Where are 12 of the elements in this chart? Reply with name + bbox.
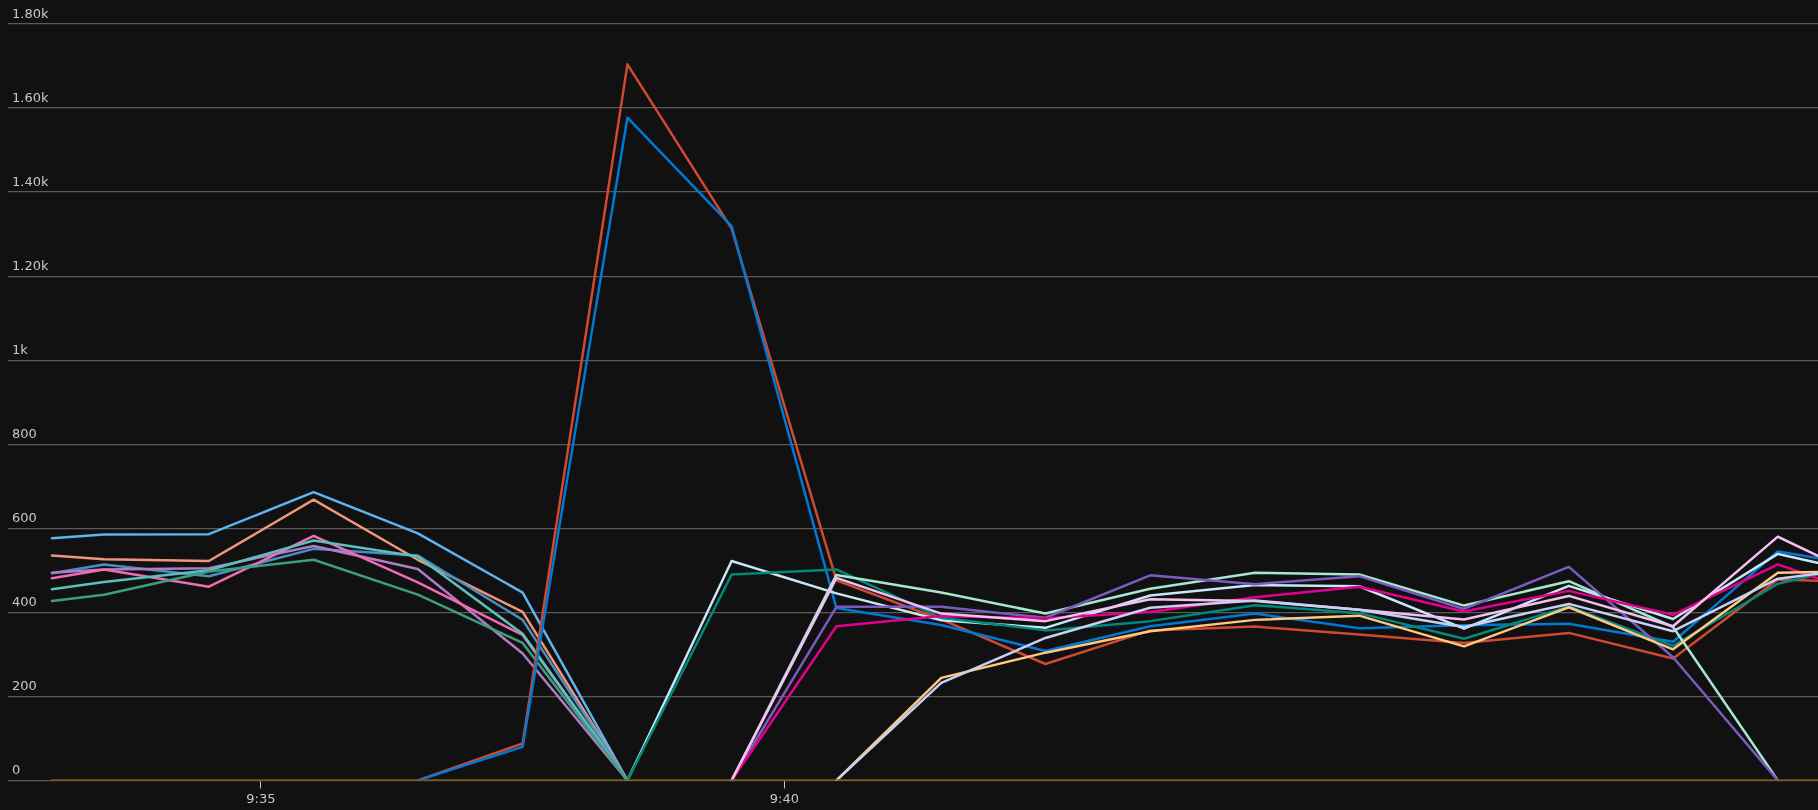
y-tick-label: 1.80k	[12, 5, 49, 21]
y-tick-label: 800	[12, 426, 37, 442]
y-tick-label: 200	[12, 678, 37, 694]
y-tick-label: 1.40k	[12, 173, 49, 189]
y-tick-label: 0	[12, 762, 21, 778]
x-tick-label: 9:40	[769, 790, 799, 806]
x-tick-label: 9:35	[246, 790, 276, 806]
y-tick-label: 600	[12, 510, 37, 526]
y-tick-label: 400	[12, 594, 37, 610]
y-tick-label: 1k	[12, 342, 29, 358]
y-tick-label: 1.60k	[12, 89, 49, 105]
y-tick-label: 1.20k	[12, 258, 49, 274]
